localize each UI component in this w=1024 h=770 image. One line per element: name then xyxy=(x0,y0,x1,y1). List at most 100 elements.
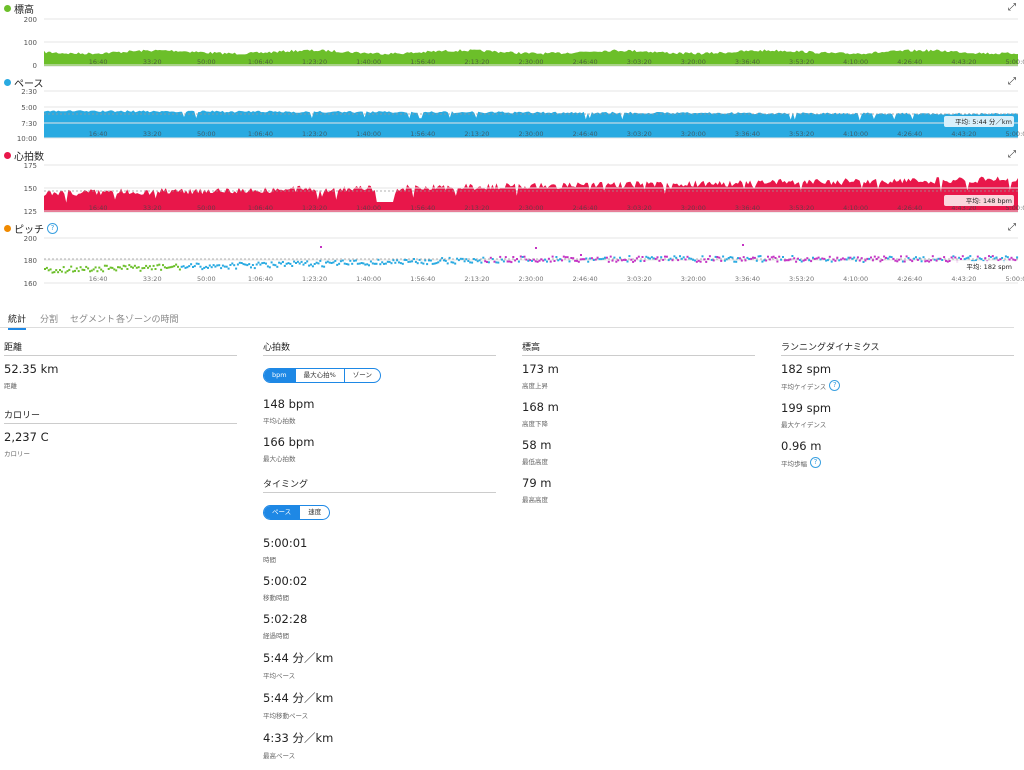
cadence-point xyxy=(334,259,337,262)
cadence-point xyxy=(362,262,365,265)
x-tick-label: 3:03:20 xyxy=(627,58,652,66)
cadence-point xyxy=(308,264,311,267)
cadence-point xyxy=(920,260,923,263)
help-icon[interactable]: ? xyxy=(47,223,58,234)
cadence-point xyxy=(68,268,71,271)
cadence-point xyxy=(448,256,451,259)
cadence-point xyxy=(180,265,183,268)
toggle-max-hr-percent[interactable]: 最大心拍% xyxy=(294,369,344,382)
cadence-point xyxy=(598,258,601,261)
cadence-point xyxy=(74,269,76,272)
cadence-point xyxy=(656,256,659,259)
cadence-point xyxy=(388,260,391,263)
x-tick-label: 1:40:00 xyxy=(356,130,381,138)
cadence-point xyxy=(946,260,949,263)
cadence-point xyxy=(295,262,297,264)
toggle-zone[interactable]: ゾーン xyxy=(343,369,380,382)
cadence-point xyxy=(158,263,161,266)
toggle-speed[interactable]: 速度 xyxy=(299,506,329,519)
cadence-point xyxy=(107,268,110,270)
expand-icon[interactable]: ⤢ xyxy=(1008,2,1016,13)
cadence-point xyxy=(293,260,296,263)
help-icon[interactable]: ? xyxy=(829,380,841,391)
cadence-point xyxy=(607,260,610,263)
cadence-point xyxy=(407,260,410,263)
cadence-point xyxy=(858,259,861,262)
cadence-point xyxy=(141,267,144,270)
expand-icon[interactable]: ⤢ xyxy=(1008,76,1016,87)
average-label-bg xyxy=(944,195,1014,206)
cadence-point xyxy=(233,264,236,267)
x-tick-label: 33:20 xyxy=(143,58,162,66)
elevation-loss-label: 高度下降 xyxy=(522,420,548,428)
cadence-point xyxy=(916,258,919,261)
x-tick-label: 2:46:40 xyxy=(573,204,598,212)
cadence-point xyxy=(707,258,710,260)
cadence-point xyxy=(767,255,769,258)
cadence-point xyxy=(60,270,63,273)
cadence-point xyxy=(467,260,470,262)
series-area xyxy=(44,176,1018,212)
cadence-point xyxy=(163,266,166,269)
cadence-point xyxy=(826,259,829,262)
cadence-point xyxy=(244,263,247,266)
max-cadence-label: 最大ケイデンス xyxy=(781,421,827,429)
cadence-point xyxy=(137,266,140,269)
x-tick-label: 3:36:40 xyxy=(735,275,760,283)
cadence-point xyxy=(976,255,979,258)
cadence-point xyxy=(806,257,809,260)
expand-icon[interactable]: ⤢ xyxy=(1008,149,1016,160)
cadence-point xyxy=(330,262,333,264)
cadence-point xyxy=(544,258,547,261)
cadence-point xyxy=(729,256,732,259)
cadence-point xyxy=(188,265,191,268)
tab-stats[interactable]: 統計 xyxy=(8,312,27,330)
x-tick-label: 33:20 xyxy=(143,130,162,138)
help-icon[interactable]: ? xyxy=(810,457,821,468)
cadence-point xyxy=(251,264,254,266)
cadence-point xyxy=(128,264,131,267)
cadence-point xyxy=(390,262,393,265)
cadence-point xyxy=(495,261,498,264)
cadence-point xyxy=(945,259,947,262)
max-hr-value: 166 bpm xyxy=(263,435,315,449)
x-tick-label: 1:23:20 xyxy=(302,58,327,66)
toggle-pace[interactable]: ペース xyxy=(264,506,300,519)
cadence-point xyxy=(160,268,163,271)
cadence-point xyxy=(579,258,582,261)
cadence-point xyxy=(531,259,533,262)
y-tick-label: 200 xyxy=(24,16,37,24)
cadence-point xyxy=(896,260,899,263)
x-tick-label: 33:20 xyxy=(143,275,162,283)
cadence-point xyxy=(203,266,206,269)
cadence-point xyxy=(785,259,788,262)
tab-segments[interactable]: セグメント xyxy=(70,315,116,325)
cadence-point xyxy=(540,258,543,261)
cadence-point xyxy=(426,263,429,266)
best-pace-value: 4:33 分／km xyxy=(263,731,334,745)
cadence-point xyxy=(216,264,219,267)
cadence-point xyxy=(841,257,844,260)
min-elevation-label: 最低高度 xyxy=(522,458,548,466)
cadence-point xyxy=(399,262,402,265)
x-tick-label: 4:10:00 xyxy=(843,204,868,212)
toggle-bpm[interactable]: bpm xyxy=(264,369,295,382)
cadence-point xyxy=(276,265,279,268)
cadence-point xyxy=(392,259,395,262)
cadence-point xyxy=(885,256,887,259)
x-tick-label: 2:13:20 xyxy=(464,130,489,138)
expand-icon[interactable]: ⤢ xyxy=(1008,222,1016,233)
cadence-point xyxy=(90,269,93,272)
x-tick-label: 1:40:00 xyxy=(356,204,381,212)
cadence-point xyxy=(192,266,194,268)
cadence-point xyxy=(875,258,878,260)
cadence-point xyxy=(787,259,790,262)
cadence-point xyxy=(250,266,252,269)
tab-zone-time[interactable]: 各ゾーンの時間 xyxy=(116,315,179,325)
cadence-point xyxy=(377,258,380,261)
cadence-point xyxy=(624,259,627,261)
avg-moving-pace-value: 5:44 分／km xyxy=(263,691,334,705)
cadence-point xyxy=(504,256,507,259)
cadence-point xyxy=(795,260,798,263)
tab-splits[interactable]: 分割 xyxy=(40,315,59,325)
